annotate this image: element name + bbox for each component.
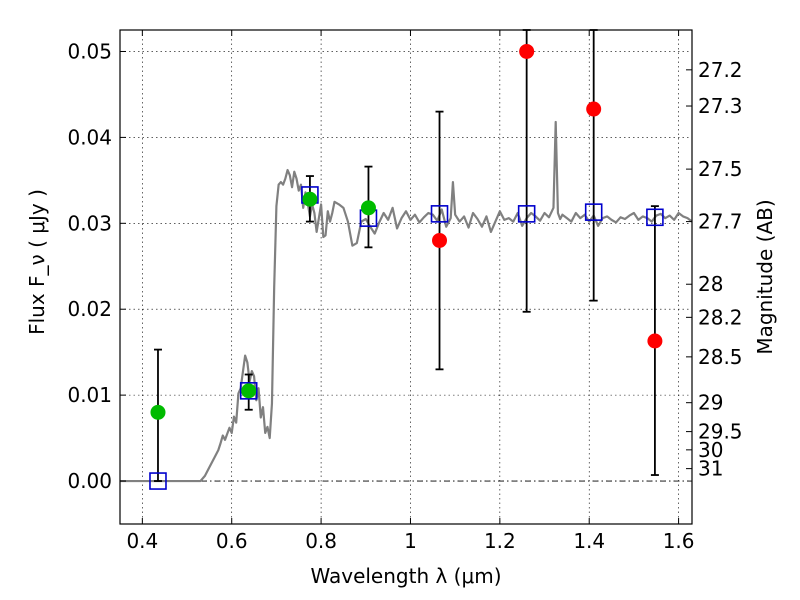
right-tick-label: 30 <box>698 438 723 462</box>
circle-marker <box>360 200 376 216</box>
right-tick-label: 29.5 <box>698 420 743 444</box>
right-tick-label: 28.5 <box>698 345 743 369</box>
circle-marker <box>647 333 663 349</box>
circle-marker <box>519 43 535 59</box>
square-marker <box>430 205 449 223</box>
y-tick-label: 0.03 <box>67 211 112 235</box>
right-tick-label: 27.3 <box>698 94 743 118</box>
circle-marker <box>432 232 448 248</box>
photometry-markers <box>149 43 664 490</box>
x-tick-label: 1.6 <box>663 529 695 553</box>
square-marker <box>584 203 603 221</box>
right-axis-title: Magnitude (AB) <box>753 199 777 354</box>
y-tick-label: 0.05 <box>67 39 112 63</box>
x-axis-title: Wavelength λ (μm) <box>310 564 501 588</box>
right-tick-label: 28 <box>698 272 723 296</box>
error-bars <box>153 29 659 482</box>
x-tick-label: 0.6 <box>216 529 248 553</box>
right-tick-label: 28.2 <box>698 305 743 329</box>
y-axis-title: Flux F_ν ( μJy ) <box>25 189 49 335</box>
square-marker <box>239 382 258 400</box>
square-marker <box>646 208 664 227</box>
y-tick-label: 0.01 <box>67 383 112 407</box>
right-tick-label: 27.5 <box>698 157 743 181</box>
right-tick-label: 27.2 <box>698 58 743 82</box>
right-tick-label: 29 <box>698 391 723 415</box>
x-tick-label: 0.8 <box>305 529 337 553</box>
grid-lines <box>120 30 692 524</box>
x-tick-label: 1 <box>404 529 417 553</box>
x-tick-label: 0.4 <box>126 529 158 553</box>
circle-marker <box>302 191 318 207</box>
circle-marker <box>150 404 166 420</box>
right-tick-label: 31 <box>698 457 723 481</box>
spectrum-line <box>120 120 693 483</box>
right-tick-label: 27.7 <box>698 210 743 234</box>
square-marker <box>149 472 167 490</box>
square-marker <box>517 205 536 223</box>
x-tick-label: 1.4 <box>573 529 605 553</box>
circle-marker <box>241 383 257 399</box>
template-spectrum <box>120 120 693 483</box>
plot-frame <box>119 29 693 525</box>
y-tick-label: 0.04 <box>67 125 112 149</box>
y-tick-label: 0.02 <box>67 297 112 321</box>
y-axis-ticks: 0.00 0.01 0.02 0.03 0.04 0.05 <box>67 39 126 493</box>
x-axis-ticks: 0.4 0.6 0.8 1 1.2 1.4 1.6 <box>126 30 695 553</box>
circle-marker <box>586 101 602 117</box>
y-tick-label: 0.00 <box>67 469 112 493</box>
x-tick-label: 1.2 <box>484 529 516 553</box>
